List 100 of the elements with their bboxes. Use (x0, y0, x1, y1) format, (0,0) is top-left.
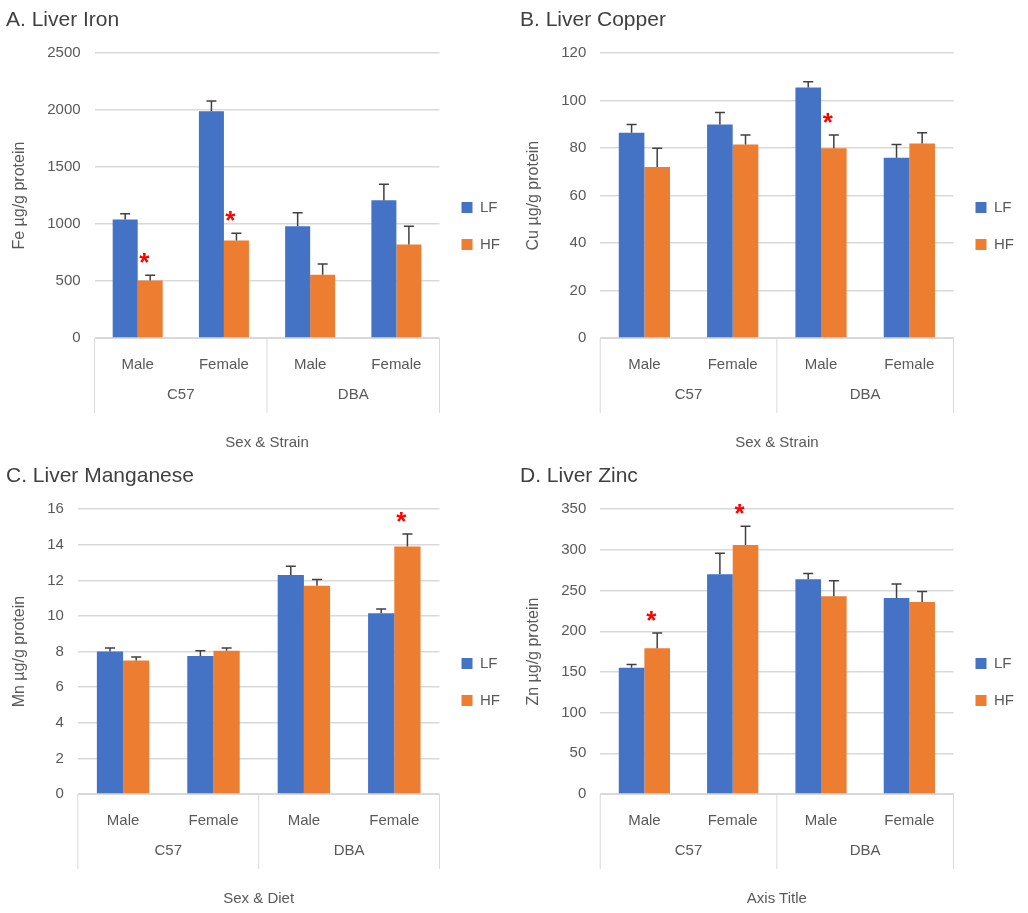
y-tick-label: 250 (561, 580, 587, 598)
bar (123, 660, 150, 794)
bar (732, 144, 759, 338)
text: DBA (849, 385, 881, 403)
x-tick-label: Female (369, 811, 420, 829)
x-tick-label: Male (804, 355, 838, 373)
bar (821, 148, 847, 338)
bar (909, 143, 935, 338)
x-tick-label: Male (287, 811, 321, 829)
y-tick-label: 100 (561, 702, 587, 720)
bar (112, 219, 138, 338)
x-tick-label: Female (884, 811, 935, 829)
x-axis-title: Axis Title (746, 889, 807, 907)
y-tick-label: 20 (569, 280, 587, 298)
chart-title: C. Liver Manganese (6, 463, 194, 487)
y-tick-label: 2000 (47, 100, 81, 118)
y-tick-label: 500 (55, 271, 81, 289)
bar (213, 650, 240, 794)
y-axis-title: Zn µg/g protein (524, 597, 542, 706)
chart-title: B. Liver Copper (520, 7, 666, 31)
legend-label: LF (480, 197, 498, 215)
bar (303, 585, 331, 794)
y-axis-title: Cu µg/g protein (524, 140, 542, 251)
legend-label: HF (994, 234, 1014, 252)
y-tick-label: 10 (47, 606, 64, 624)
x-axis-title: Sex & Strain (225, 433, 309, 451)
bar (277, 575, 304, 794)
text: DBA (849, 841, 881, 859)
bar (644, 167, 670, 338)
data-label: * (646, 604, 658, 635)
y-tick-label: 12 (47, 570, 64, 588)
y-tick-label: 8 (55, 641, 64, 659)
x-axis-title: Sex & Diet (223, 889, 295, 907)
bar (310, 274, 336, 338)
text: C57 (674, 841, 703, 859)
data-label: * (396, 506, 408, 537)
text: DBA (333, 841, 365, 859)
y-tick-label: 0 (577, 328, 587, 346)
bar (883, 597, 910, 794)
x-tick-label: Male (293, 355, 327, 373)
y-tick-label: 80 (569, 138, 587, 156)
bar (187, 656, 214, 794)
bar (137, 280, 163, 338)
x-tick-label: Female (884, 355, 935, 373)
y-tick-label: 100 (561, 90, 587, 108)
data-label: * (734, 498, 746, 529)
bar (96, 651, 124, 794)
y-tick-label: 300 (561, 540, 587, 558)
bar (795, 87, 822, 338)
bar (732, 545, 759, 794)
data-label: * (822, 107, 834, 138)
bar (795, 579, 822, 794)
bar (707, 124, 733, 338)
bar (644, 648, 670, 794)
y-tick-label: 1500 (47, 157, 81, 175)
chart-title: D. Liver Zinc (520, 463, 638, 487)
text: C57 (167, 385, 195, 403)
bar (285, 226, 311, 338)
bar (198, 111, 224, 338)
x-tick-label: Female (198, 355, 249, 373)
x-tick-label: Female (707, 355, 758, 373)
bar (707, 574, 733, 794)
y-tick-label: 14 (47, 534, 64, 552)
y-tick-label: 16 (47, 499, 64, 517)
y-tick-label: 120 (561, 43, 587, 61)
x-tick-label: Female (707, 811, 758, 829)
text: C57 (674, 385, 703, 403)
legend-label: HF (994, 690, 1014, 708)
legend-label: LF (994, 653, 1012, 671)
bar (371, 200, 397, 338)
legend-label: HF (480, 690, 500, 708)
y-tick-label: 350 (561, 499, 587, 517)
bar (368, 613, 395, 794)
y-tick-label: 40 (569, 233, 587, 251)
y-tick-label: 4 (55, 712, 64, 730)
y-tick-label: 0 (72, 328, 81, 346)
chart-title: A. Liver Iron (6, 7, 120, 31)
bar (821, 596, 847, 794)
bar (909, 601, 935, 794)
x-tick-label: Female (188, 811, 239, 829)
x-tick-label: Male (121, 355, 154, 373)
text: DBA (337, 385, 369, 403)
y-tick-label: 1000 (47, 214, 81, 232)
x-tick-label: Male (804, 811, 838, 829)
legend-label: HF (480, 234, 500, 252)
x-axis-title: Sex & Strain (735, 433, 819, 451)
data-label: * (139, 247, 151, 278)
y-tick-label: 2 (55, 748, 64, 766)
bar (618, 132, 645, 338)
y-tick-label: 50 (569, 743, 587, 761)
y-axis-title: Mn µg/g protein (10, 595, 28, 708)
bar (396, 244, 422, 338)
y-tick-label: 6 (55, 677, 64, 695)
y-tick-label: 2500 (47, 43, 81, 61)
x-tick-label: Male (106, 811, 140, 829)
data-label: * (225, 205, 237, 236)
y-tick-label: 0 (577, 784, 587, 802)
x-tick-label: Male (628, 811, 661, 829)
y-tick-label: 0 (55, 784, 64, 802)
x-tick-label: Male (628, 355, 661, 373)
